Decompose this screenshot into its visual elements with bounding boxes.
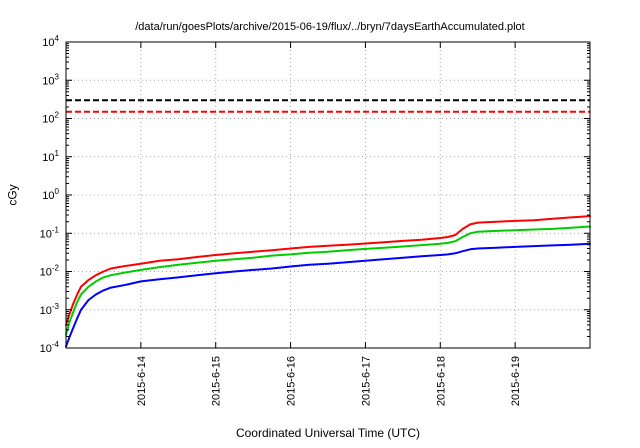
y-tick-label: 101 (42, 149, 59, 164)
plot-title: /data/run/goesPlots/archive/2015-06-19/f… (135, 21, 525, 33)
y-tick-label: 100 (42, 187, 59, 202)
series-line-green (65, 225, 591, 336)
x-tick-label: 2015-6-14 (136, 356, 148, 406)
x-tick-label: 2015-6-17 (360, 356, 372, 406)
x-tick-label: 2015-6-15 (211, 356, 223, 406)
y-tick-label: 10-1 (40, 225, 60, 240)
y-tick-label: 103 (42, 72, 59, 87)
series-line-blue (65, 242, 591, 348)
series-line-red (65, 215, 591, 326)
x-tick-label: 2015-6-18 (435, 356, 447, 406)
plot-border (65, 41, 591, 349)
y-tick-label: 10-3 (40, 302, 60, 317)
x-axis-label: Coordinated Universal Time (UTC) (235, 426, 421, 440)
y-tick-label: 104 (42, 34, 59, 49)
x-tick-label: 2015-6-16 (286, 356, 298, 406)
x-tick-label: 2015-6-19 (510, 356, 522, 406)
y-tick-label: 10-4 (40, 340, 60, 355)
y-tick-label: 102 (42, 111, 59, 126)
y-tick-label: 10-2 (40, 264, 60, 279)
